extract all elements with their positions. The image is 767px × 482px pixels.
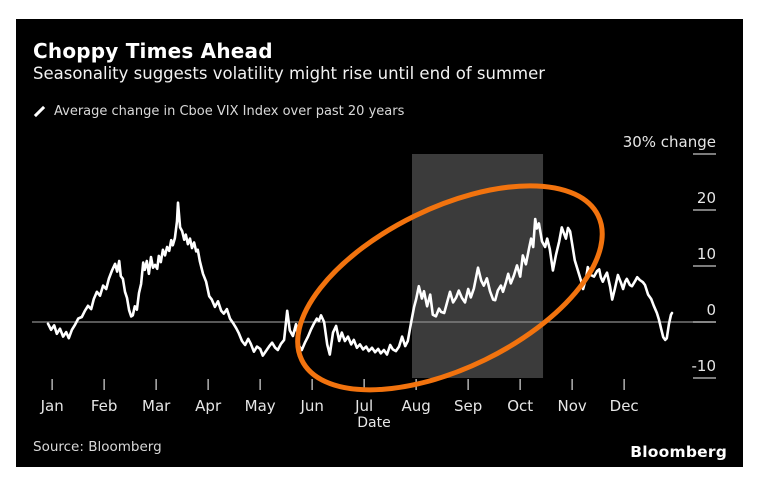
x-tick-label: Jan: [40, 397, 64, 415]
chart-panel: Choppy Times Ahead Seasonality suggests …: [16, 19, 743, 467]
x-tick-label: Jun: [299, 397, 323, 415]
seasonality-chart: 30% change 20 10 0 -10 Jan Feb Mar Apr May Jun Jul A…: [32, 133, 717, 431]
y-tick-label: -10: [692, 357, 717, 375]
bloomberg-logo: Bloomberg: [630, 443, 727, 461]
x-tick-label: May: [245, 397, 276, 415]
chart-subtitle: Seasonality suggests volatility might ri…: [33, 64, 546, 83]
x-tick-label: Feb: [91, 397, 118, 415]
x-tick-label: Nov: [558, 397, 587, 415]
y-tick-label: 30% change: [623, 133, 716, 151]
x-tick-label: Oct: [507, 397, 533, 415]
chart-title: Choppy Times Ahead: [33, 39, 273, 63]
x-tick-label: Mar: [142, 397, 171, 415]
seasonality-line: [46, 201, 674, 357]
y-tick-label: 10: [697, 245, 716, 263]
annotation-ellipse: [295, 183, 605, 393]
x-tick-label: Dec: [610, 397, 639, 415]
x-tick-label: Aug: [402, 397, 431, 415]
x-tick-label: Jul: [354, 397, 373, 415]
x-axis-title: Date: [357, 415, 390, 431]
source-note: Source: Bloomberg: [33, 439, 162, 455]
legend-label: Average change in Cboe VIX Index over pa…: [54, 103, 405, 119]
y-tick-label: 0: [706, 301, 716, 319]
y-tick-label: 20: [697, 189, 716, 207]
x-tick-label: Sep: [454, 397, 482, 415]
legend: Average change in Cboe VIX Index over pa…: [33, 103, 404, 119]
x-tick-label: Apr: [195, 397, 222, 415]
